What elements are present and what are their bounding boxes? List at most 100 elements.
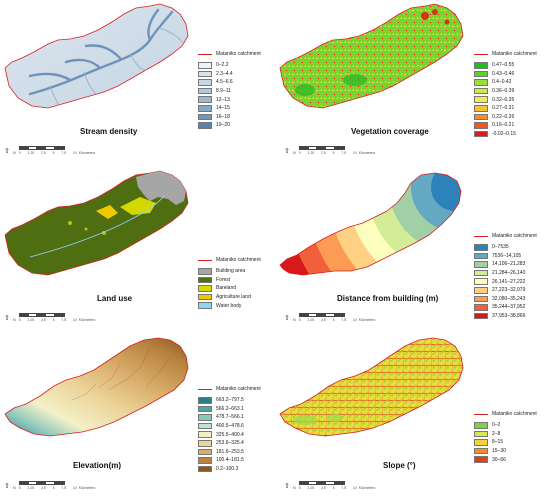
legend-item: 0.16–0.21 [474, 121, 537, 130]
north-label: N [12, 149, 16, 155]
scale-bar: ⇧ N 0 1.25 2.5 5 7.5 10 Kilometers [4, 146, 95, 155]
scale-ruler: 0 1.25 2.5 5 7.5 10 [18, 313, 77, 322]
legend-item: 37,953–38,866 [474, 312, 537, 321]
legend-label: 0.32–0.35 [492, 96, 515, 103]
catchment-line-swatch [198, 53, 212, 55]
legend-item: 21,284–26,140 [474, 269, 537, 278]
catchment-boundary [279, 172, 462, 276]
legend-item: Building area [198, 267, 261, 276]
legend-catchment-label: Mataniko catchment [492, 233, 537, 239]
legend-swatch [198, 268, 212, 275]
legend-swatch [198, 302, 212, 309]
scale-tick-label: 7.5 [341, 485, 347, 490]
scale-ruler: 0 1.25 2.5 5 7.5 10 [298, 313, 357, 322]
legend-catchment-entry: Mataniko catchment [198, 50, 261, 58]
scale-unit: Kilometers [78, 317, 96, 322]
legend-swatch [198, 96, 212, 103]
panel-distance-from-building: Distance from building (m) [275, 167, 550, 334]
legend-item: 2.3–4.4 [198, 70, 261, 79]
legend-catchment-label: Mataniko catchment [492, 51, 537, 57]
legend-catchment-entry: Mataniko catchment [474, 232, 537, 240]
legend-label: 7536–14,105 [492, 252, 522, 259]
legend-label: Agriculture land [216, 294, 251, 301]
panel-title: Elevation(m) [73, 461, 122, 470]
legend-swatch [198, 87, 212, 95]
legend-item: 478.7–566.1 [198, 413, 261, 422]
panel-title: Slope (°) [383, 461, 416, 470]
legend-distance: Mataniko catchment 0–7535 7536–14,105 14,10… [474, 232, 537, 320]
scale-tick-label: 5 [332, 150, 335, 155]
scale-tick-label: 1.25 [27, 317, 35, 322]
legend-swatch [474, 269, 488, 277]
legend-label: Building area [216, 268, 246, 275]
legend-swatch [198, 405, 212, 413]
legend-label: 15–30 [492, 448, 506, 455]
legend-item: 0.22–0.26 [474, 113, 537, 122]
legend-item: 566.2–663.1 [198, 405, 261, 414]
legend-label: 325.5–400.4 [216, 431, 244, 438]
legend-label: 0.16–0.21 [492, 122, 515, 129]
legend-swatch [474, 312, 488, 320]
legend-label: 32,080–35,243 [492, 295, 526, 302]
stream-lines [28, 8, 174, 96]
legend-item: 8–15 [474, 438, 537, 447]
legend-swatch [474, 122, 488, 129]
distance-from-building-map [279, 172, 462, 276]
scale-ruler: 0 1.25 2.5 5 7.5 10 [18, 146, 77, 155]
legend-label: 0.4–0.42 [492, 79, 512, 86]
north-label: N [292, 484, 296, 490]
legend-stream: Mataniko catchment 0–2.2 2.3–4.4 4.5–6.6 8.9… [198, 50, 261, 130]
north-arrow-icon: ⇧ [284, 147, 290, 155]
scale-unit: Kilometers [358, 150, 376, 155]
scale-tick-label: 2.5 [320, 150, 326, 155]
scale-unit: Kilometers [358, 317, 376, 322]
legend-item: 0–2.2 [198, 61, 261, 70]
legend-swatch [474, 70, 488, 78]
catchment-boundary [4, 3, 189, 109]
panel-stream-density: Stream density [0, 0, 275, 167]
scale-tick-label: 2.5 [40, 317, 46, 322]
legend-label: 2.3–4.4 [216, 70, 233, 77]
legend-label: 0.2–100.3 [216, 466, 239, 473]
scale-tick-label: 2.5 [320, 485, 326, 490]
legend-swatch [198, 457, 212, 464]
scale-tick-label: 1.25 [27, 150, 35, 155]
legend-item: 253.6–325.4 [198, 439, 261, 448]
panel-slope: Slope (°) [275, 334, 550, 501]
north-label: N [12, 316, 16, 322]
panel-title: Vegetation coverage [351, 127, 429, 136]
scale-tick-label: 0 [18, 485, 21, 490]
legend-label: 14,106–21,283 [492, 261, 526, 268]
legend-label: Bareland [216, 285, 237, 292]
legend-item: 0.27–0.31 [474, 104, 537, 113]
scale-tick-label: 5 [332, 485, 335, 490]
legend-label: 12–13 [216, 96, 230, 103]
north-arrow-icon: ⇧ [4, 147, 10, 155]
scale-ruler: 0 1.25 2.5 5 7.5 10 [18, 481, 77, 490]
legend-item: 14–15 [198, 104, 261, 113]
catchment-line-swatch [474, 53, 488, 55]
legend-item: 8.9–11 [198, 87, 261, 96]
legend-catchment-entry: Mataniko catchment [474, 410, 537, 418]
legend-swatch [474, 278, 488, 285]
legend-label: 400.5–478.6 [216, 423, 244, 430]
legend-swatch [474, 252, 488, 260]
legend-swatch [198, 465, 212, 473]
legend-label: 14–15 [216, 105, 230, 112]
legend-swatch [474, 295, 488, 303]
legend-label: 0.22–0.26 [492, 113, 515, 120]
legend-label: 35,244–37,952 [492, 304, 526, 311]
legend-swatch [198, 122, 212, 129]
scale-tick-label: 10 [72, 485, 77, 490]
legend-label: 37,953–38,866 [492, 313, 526, 320]
panel-title: Distance from building (m) [337, 294, 439, 303]
legend-catchment-label: Mataniko catchment [216, 386, 261, 392]
legend-elevation: Mataniko catchment 663.2–797.5 566.2–663.1… [198, 385, 261, 473]
legend-swatch [198, 79, 212, 86]
scale-tick-label: 0 [298, 150, 301, 155]
legend-swatch [474, 447, 488, 455]
legend-swatch [474, 287, 488, 294]
scale-tick-label: 1.25 [307, 150, 315, 155]
scale-tick-label: 2.5 [320, 317, 326, 322]
legend-item: 16–18 [198, 113, 261, 122]
